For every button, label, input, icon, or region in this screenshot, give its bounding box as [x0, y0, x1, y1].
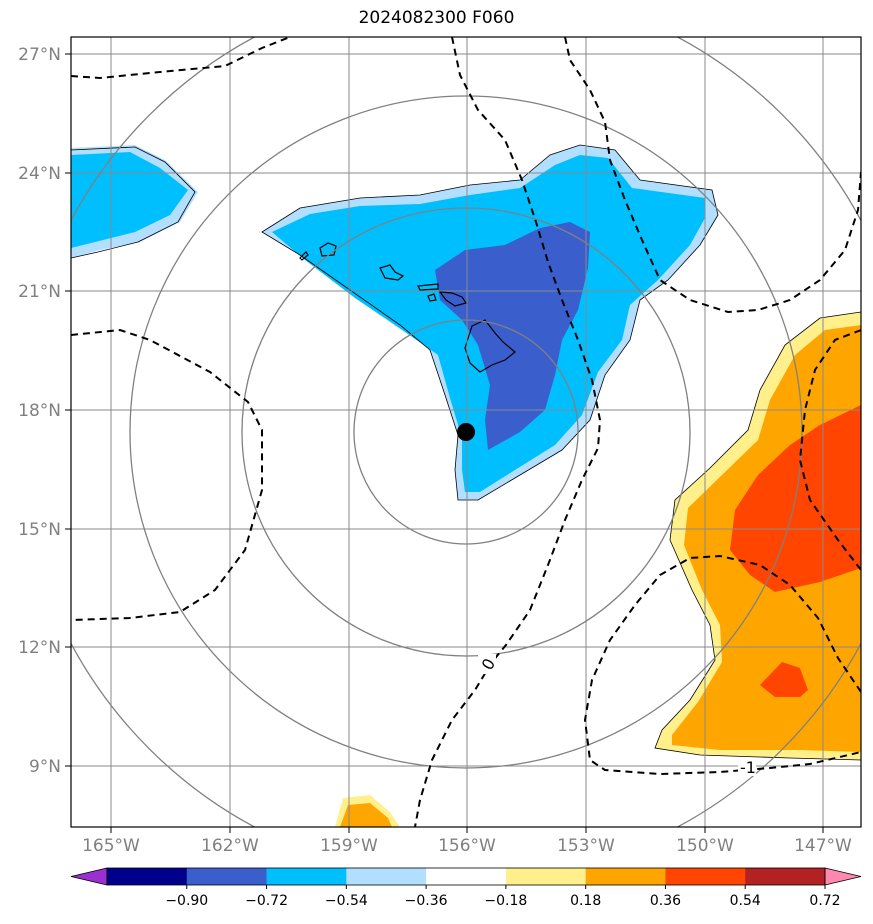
anomaly-fill-blue-west	[71, 152, 188, 248]
colorbar-segment	[745, 868, 826, 885]
lon-tick-label: 165°W	[82, 836, 140, 856]
colorbar-segment	[426, 868, 507, 885]
lat-tick-label: 18°N	[18, 401, 61, 421]
contour-upper-right	[564, 37, 861, 314]
colorbar-segment	[665, 868, 746, 885]
colorbar-segment	[585, 868, 666, 885]
lat-tick-label: 21°N	[18, 282, 61, 302]
map-title: 2024082300 F060	[358, 8, 515, 28]
lon-tick-label: 147°W	[794, 836, 852, 856]
tick-marks	[65, 53, 824, 833]
lon-tick-label: 153°W	[557, 836, 615, 856]
anomaly-fill-orange-south	[340, 803, 392, 827]
lon-tick-label: 150°W	[676, 836, 734, 856]
lat-tick-label: 15°N	[18, 520, 61, 540]
map-gridlines	[71, 37, 861, 827]
colorbar-tick-label: 0.36	[650, 893, 681, 909]
colorbar-extend-high	[824, 867, 862, 886]
colorbar-tick-label: 0.18	[570, 893, 601, 909]
lon-tick-label: 159°W	[320, 836, 378, 856]
colorbar-segment	[107, 868, 188, 885]
contour-bottom-right	[583, 554, 861, 776]
lat-tick-label: 24°N	[18, 164, 61, 184]
colorbar-segment	[266, 868, 347, 885]
colorbar-tick-label: −0.72	[245, 893, 288, 909]
contour-zero-line	[414, 37, 602, 827]
colorbar-tick-label: −0.18	[484, 893, 527, 909]
anomaly-fill-red-orange-small	[760, 662, 808, 697]
colorbar-tick-label: −0.36	[405, 893, 448, 909]
anomaly-outline-west	[71, 146, 196, 259]
colorbar-tick-label: 0.72	[809, 893, 840, 909]
anomaly-outline-east	[654, 311, 861, 761]
range-rings	[71, 37, 861, 827]
lon-tick-label: 162°W	[201, 836, 259, 856]
colorbar-tick-label: 0.54	[730, 893, 761, 909]
map-frame	[70, 36, 862, 828]
lat-tick-label: 27°N	[18, 45, 61, 65]
anomaly-outline-hawaii	[261, 144, 719, 501]
hawaii-coastlines	[299, 242, 516, 373]
lat-tick-label: 12°N	[18, 638, 61, 658]
colorbar-segment	[346, 868, 427, 885]
colorbar-segment	[186, 868, 268, 885]
contour-label-bg-minus-one	[738, 758, 756, 776]
map-plot-area: 0 -1	[71, 37, 861, 827]
dashed-contours	[71, 37, 861, 827]
contour-label-bg-zero	[478, 654, 496, 674]
colorbar-tick-label: −0.54	[325, 893, 368, 909]
colorbar-tick-label: −0.90	[165, 893, 208, 909]
colorbar: −0.90 −0.72 −0.54 −0.36 −0.18 0.18 0.36 0.54 0.7…	[70, 867, 862, 909]
colorbar-segments	[70, 867, 862, 886]
contour-top-left	[71, 37, 291, 80]
colorbar-segment	[505, 868, 587, 885]
contour-left-arc	[71, 328, 263, 621]
lon-tick-label: 156°W	[438, 836, 496, 856]
colorbar-extend-low	[70, 867, 108, 886]
lat-tick-label: 9°N	[29, 757, 61, 777]
storm-center-marker	[457, 423, 475, 441]
contour-label-minus-one: -1	[740, 758, 756, 777]
colorbar-frame	[106, 867, 826, 886]
colorbar-ticks: −0.90 −0.72 −0.54 −0.36 −0.18 0.18 0.36 0.54 0.7…	[165, 885, 841, 909]
anomaly-fill-dark-blue-hawaii	[435, 222, 590, 450]
